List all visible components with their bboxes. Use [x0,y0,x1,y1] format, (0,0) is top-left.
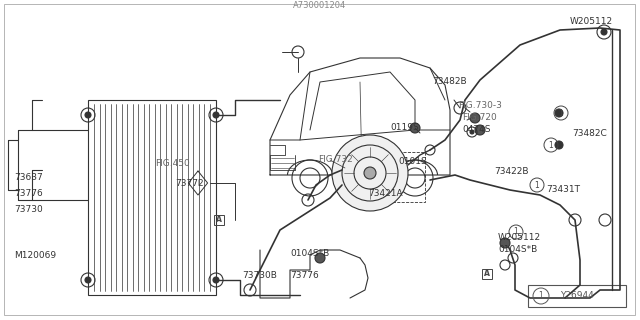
Bar [88,100,216,295]
Text: FIG.450: FIG.450 [155,158,189,167]
Circle shape [500,238,510,248]
Bar [350,152,425,202]
Circle shape [364,167,376,179]
Text: A: A [484,269,490,278]
Circle shape [213,112,219,118]
Text: M120069: M120069 [14,251,56,260]
Text: 1: 1 [548,140,554,149]
Text: 1: 1 [559,108,563,117]
Text: W205112: W205112 [498,233,541,242]
Text: FIG.730-3: FIG.730-3 [458,100,502,109]
Text: 73730: 73730 [14,204,43,213]
Text: 73776: 73776 [290,270,319,279]
Circle shape [475,125,485,135]
Text: A730001204: A730001204 [293,1,347,10]
Circle shape [213,277,219,283]
Text: A: A [216,215,222,225]
Bar [214,215,224,225]
Text: 73482B: 73482B [432,77,467,86]
Circle shape [85,277,91,283]
Text: FIG.720: FIG.720 [462,114,497,123]
Text: W205112: W205112 [570,18,613,27]
Text: 73422B: 73422B [494,167,529,177]
Text: 0119S: 0119S [390,124,419,132]
Text: 73482C: 73482C [572,129,607,138]
Circle shape [85,112,91,118]
Text: 0101S: 0101S [398,157,427,166]
Text: FIG.732: FIG.732 [318,156,353,164]
Circle shape [555,109,563,117]
Circle shape [470,113,480,123]
Text: 0474S: 0474S [462,125,490,134]
Bar [482,269,492,279]
Circle shape [332,135,408,211]
Text: 0104S*B: 0104S*B [290,249,329,258]
Text: 73772: 73772 [175,179,204,188]
Text: 73421A: 73421A [368,188,403,197]
Text: 73431T: 73431T [546,186,580,195]
Text: i: i [197,180,199,186]
Text: 73637: 73637 [14,173,43,182]
Bar [528,285,626,307]
Text: 0104S*B: 0104S*B [498,245,537,254]
Circle shape [470,130,474,134]
Circle shape [555,141,563,149]
Text: 73776: 73776 [14,188,43,197]
Text: 1: 1 [534,180,540,189]
Circle shape [410,123,420,133]
Text: 1: 1 [539,292,543,300]
Text: 1: 1 [514,228,518,236]
Text: Y26944: Y26944 [560,292,594,300]
Circle shape [601,29,607,35]
Circle shape [315,253,325,263]
Text: 73730B: 73730B [242,270,277,279]
